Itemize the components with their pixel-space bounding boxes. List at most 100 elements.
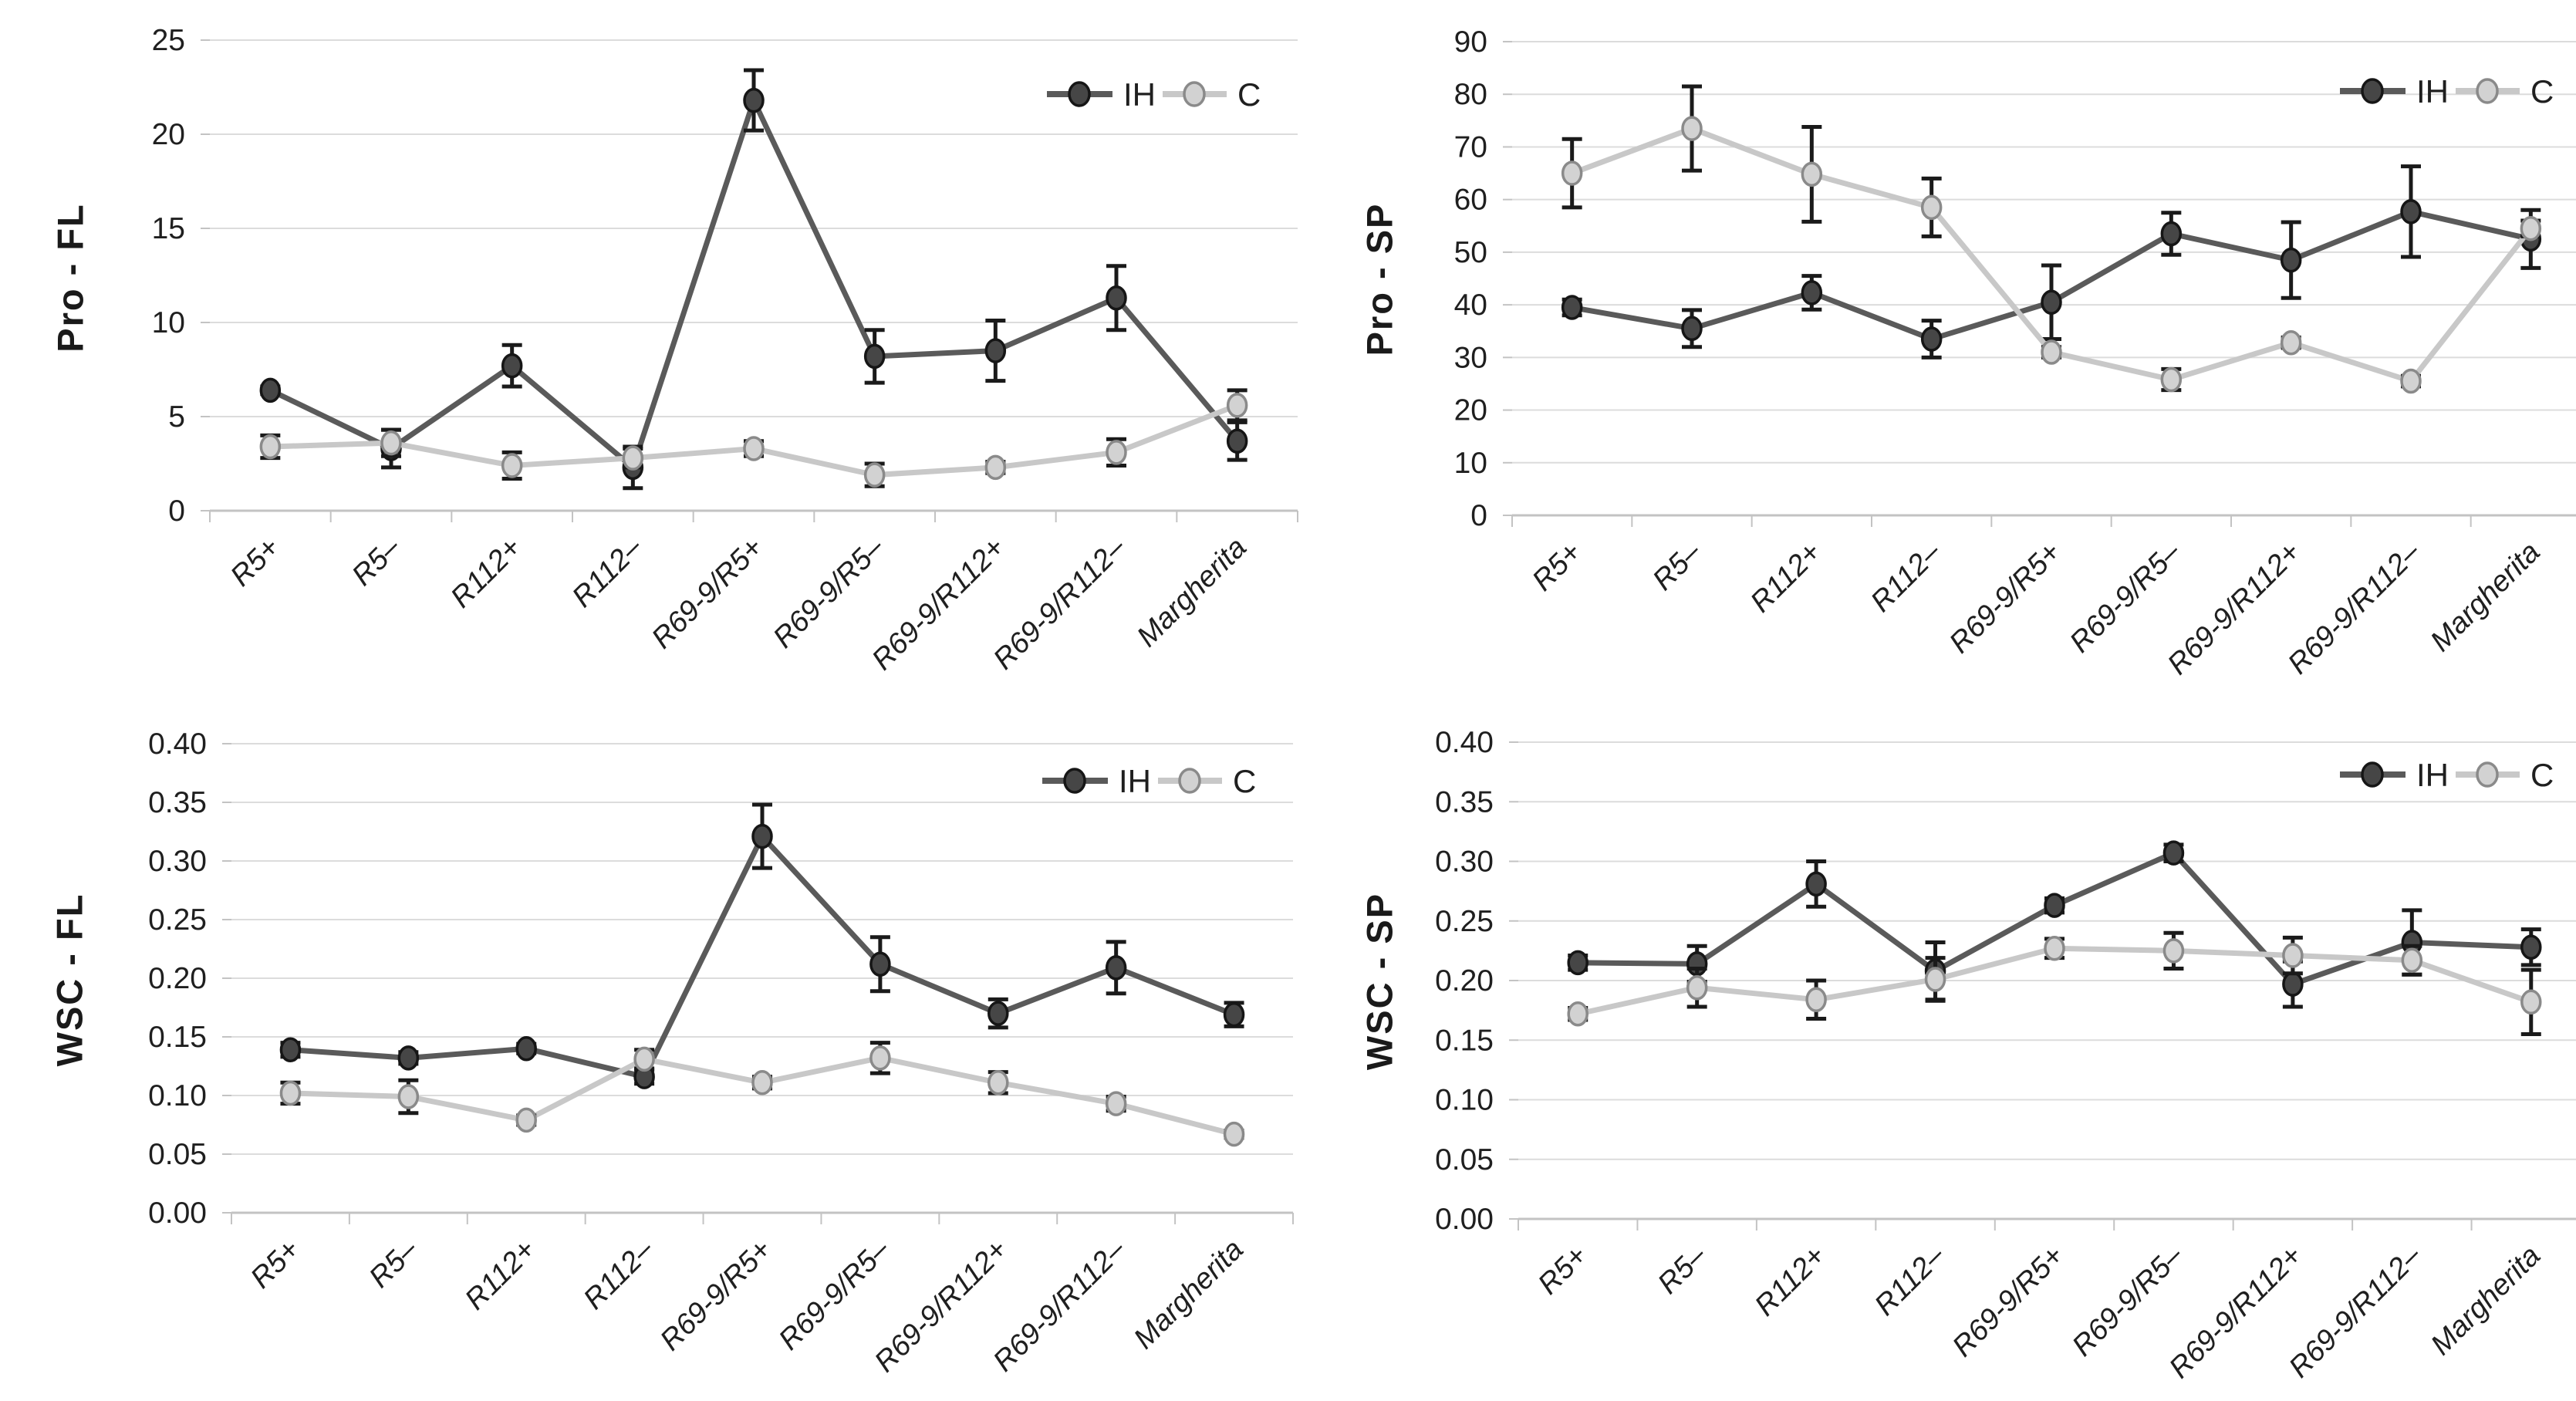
svg-text:0: 0 bbox=[168, 495, 185, 528]
svg-text:90: 90 bbox=[1454, 25, 1487, 59]
svg-text:0.25: 0.25 bbox=[1435, 905, 1494, 938]
svg-text:R5–: R5– bbox=[363, 1233, 425, 1295]
markers-C bbox=[1567, 936, 2542, 1027]
markers-IH bbox=[259, 87, 1248, 481]
svg-text:IH: IH bbox=[1123, 76, 1156, 113]
svg-text:0.05: 0.05 bbox=[148, 1138, 207, 1171]
gridlines bbox=[201, 39, 1298, 511]
svg-text:R112+: R112+ bbox=[444, 532, 528, 615]
error-bars-IH bbox=[1561, 164, 2541, 360]
legend: IH C bbox=[2340, 73, 2554, 110]
svg-text:R69-9/R5+: R69-9/R5+ bbox=[654, 1234, 778, 1357]
plot-wsc-fl: 0.00 0.05 0.10 0.15 0.20 0.25 0.30 0.35 0.40 R5+ R… bbox=[148, 728, 1294, 1379]
svg-text:0.10: 0.10 bbox=[1435, 1084, 1494, 1117]
svg-text:R69-9/R5–: R69-9/R5– bbox=[2066, 1239, 2189, 1362]
svg-text:0.15: 0.15 bbox=[1435, 1024, 1494, 1057]
x-axis bbox=[231, 1211, 1294, 1224]
svg-text:R112+: R112+ bbox=[1749, 1240, 1832, 1323]
svg-text:C: C bbox=[1233, 763, 1256, 799]
svg-text:0.20: 0.20 bbox=[1435, 964, 1494, 998]
svg-text:0.05: 0.05 bbox=[1435, 1143, 1494, 1177]
svg-text:50: 50 bbox=[1454, 236, 1487, 269]
svg-text:Margherita: Margherita bbox=[2425, 1240, 2547, 1362]
y-axis-tick-labels: 0.00 0.05 0.10 0.15 0.20 0.25 0.30 0.35 0.40 bbox=[148, 728, 207, 1230]
svg-text:0.10: 0.10 bbox=[148, 1079, 207, 1112]
svg-text:C: C bbox=[2530, 73, 2554, 110]
y-axis-tick-labels: 0.00 0.05 0.10 0.15 0.20 0.25 0.30 0.35 0.40 bbox=[1435, 726, 1494, 1236]
svg-text:0.40: 0.40 bbox=[1435, 726, 1494, 759]
legend: IH C bbox=[1047, 76, 1261, 113]
y-axis-title: WSC - SP bbox=[1359, 892, 1400, 1071]
markers-C bbox=[259, 393, 1248, 488]
error-bars-IH bbox=[1568, 842, 2541, 1009]
series-C bbox=[279, 1041, 1245, 1147]
x-axis-tick-labels: R5+ R5– R112+ R112–R69-9/R5+R69-9/R5–R69-9/… bbox=[225, 531, 1253, 677]
svg-text:R69-9/R5–: R69-9/R5– bbox=[767, 531, 890, 654]
svg-text:R5+: R5+ bbox=[1526, 536, 1588, 598]
gridlines bbox=[222, 743, 1293, 1214]
svg-text:R69-9/R5–: R69-9/R5– bbox=[773, 1233, 896, 1356]
svg-text:0.15: 0.15 bbox=[148, 1021, 207, 1054]
svg-text:0.35: 0.35 bbox=[1435, 785, 1494, 819]
svg-text:R112–: R112– bbox=[1869, 1239, 1951, 1322]
x-axis bbox=[1518, 1217, 2576, 1231]
svg-text:25: 25 bbox=[152, 24, 185, 57]
svg-text:R69-9/R5–: R69-9/R5– bbox=[2064, 535, 2187, 659]
svg-text:30: 30 bbox=[1454, 341, 1487, 374]
svg-text:IH: IH bbox=[2416, 757, 2449, 793]
svg-text:R69-9/R5+: R69-9/R5+ bbox=[1946, 1240, 2070, 1363]
svg-text:20: 20 bbox=[152, 118, 185, 151]
svg-text:Margherita: Margherita bbox=[2425, 536, 2547, 658]
svg-text:R5+: R5+ bbox=[1532, 1240, 1594, 1301]
svg-text:40: 40 bbox=[1454, 289, 1487, 322]
x-axis bbox=[209, 509, 1298, 522]
y-axis-title: Pro - FL bbox=[49, 203, 91, 353]
x-axis-tick-labels: R5+ R5– R112+ R112–R69-9/R5+R69-9/R5–R69-9/… bbox=[245, 1233, 1250, 1379]
svg-text:IH: IH bbox=[2416, 73, 2449, 110]
svg-text:Margherita: Margherita bbox=[1131, 532, 1253, 653]
chart-pro-fl: 0 5 10 15 20 25 R5+ R5– R112+ R112– R69-9/R5+ R69-9… bbox=[31, 12, 1318, 713]
markers-IH bbox=[1561, 199, 2542, 352]
svg-text:0.20: 0.20 bbox=[148, 962, 207, 995]
series-IH bbox=[259, 68, 1248, 491]
svg-text:IH: IH bbox=[1119, 763, 1151, 799]
markers-C bbox=[279, 1045, 1245, 1147]
svg-text:R112–: R112– bbox=[578, 1233, 660, 1315]
gridlines bbox=[1509, 741, 2576, 1220]
chart-wsc-fl: 0.00 0.05 0.10 0.15 0.20 0.25 0.30 0.35 0.40 R5+ R… bbox=[31, 713, 1318, 1401]
x-axis-tick-labels: R5+ R5– R112+ R112–R69-9/R5+R69-9/R5–R69-9/… bbox=[1532, 1239, 2547, 1385]
svg-text:5: 5 bbox=[168, 400, 185, 434]
series-IH bbox=[279, 802, 1245, 1089]
svg-text:0.25: 0.25 bbox=[148, 903, 207, 937]
chart-pro-sp: 0 10 20 30 40 50 60 70 80 90 R5+ R5– R112+ R112– R69-9… bbox=[1319, 12, 2576, 713]
series-IH bbox=[1561, 164, 2542, 360]
svg-text:R5+: R5+ bbox=[225, 532, 286, 593]
markers-C bbox=[1561, 116, 2542, 394]
svg-text:0.00: 0.00 bbox=[1435, 1203, 1494, 1236]
svg-text:R112+: R112+ bbox=[1744, 536, 1828, 619]
series-IH bbox=[1567, 840, 2542, 1009]
svg-text:C: C bbox=[1237, 76, 1261, 113]
svg-text:R112–: R112– bbox=[1865, 535, 1947, 618]
gridlines bbox=[1503, 41, 2576, 516]
x-axis bbox=[1511, 514, 2576, 527]
y-axis-tick-labels: 0 10 20 30 40 50 60 70 80 90 bbox=[1454, 25, 1487, 532]
svg-text:60: 60 bbox=[1454, 184, 1487, 217]
svg-text:0.30: 0.30 bbox=[148, 845, 207, 878]
svg-text:R112–: R112– bbox=[566, 531, 649, 613]
x-axis-tick-labels: R5+ R5– R112+ R112–R69-9/R5+R69-9/R5–R69-9/… bbox=[1526, 535, 2546, 681]
y-axis-title: WSC - FL bbox=[49, 893, 90, 1067]
svg-text:R5–: R5– bbox=[1646, 535, 1708, 597]
svg-text:R69-9/R5+: R69-9/R5+ bbox=[646, 532, 769, 655]
svg-text:R5–: R5– bbox=[346, 531, 407, 592]
svg-text:70: 70 bbox=[1454, 130, 1487, 164]
svg-text:R69-9/R5+: R69-9/R5+ bbox=[1943, 536, 2067, 660]
y-axis-title: Pro - SP bbox=[1359, 202, 1400, 356]
svg-text:R112+: R112+ bbox=[459, 1234, 542, 1317]
series-C bbox=[259, 388, 1248, 488]
plot-wsc-sp: 0.00 0.05 0.10 0.15 0.20 0.25 0.30 0.35 0.40 R5+ R… bbox=[1435, 726, 2576, 1385]
plot-pro-fl: 0 5 10 15 20 25 R5+ R5– R112+ R112–R69-9/R5+R69-9… bbox=[152, 24, 1298, 677]
svg-text:Margherita: Margherita bbox=[1128, 1234, 1250, 1355]
